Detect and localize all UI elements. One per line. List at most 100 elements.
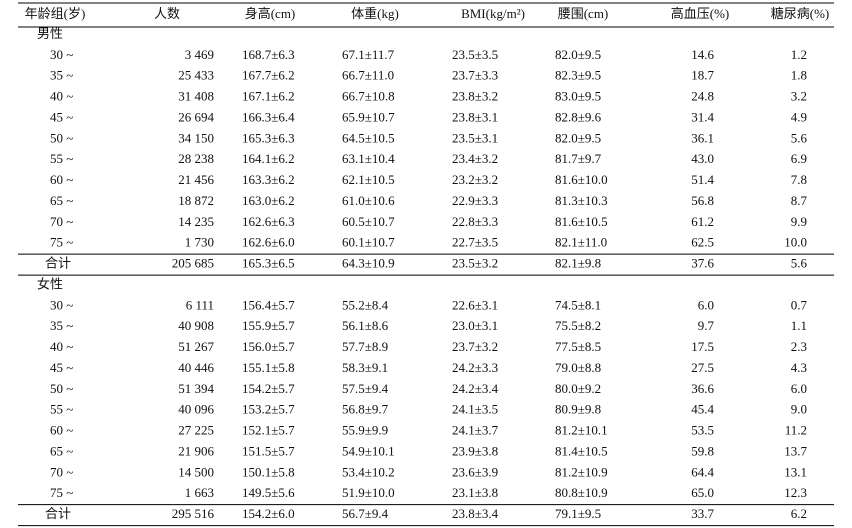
total-cell: 合计: [45, 256, 71, 271]
table-cell: 82.8±9.6: [555, 109, 602, 124]
table-cell: 28 238: [178, 151, 214, 166]
table-cell: 62.1±10.5: [342, 172, 395, 187]
table-cell: 14 235: [178, 214, 214, 229]
table-cell: 82.3±9.5: [555, 68, 601, 83]
table-cell: 17.5: [691, 339, 714, 354]
table-cell: 18.7: [691, 68, 714, 83]
table-cell: 83.0±9.5: [555, 89, 601, 104]
table-cell: 9.0: [791, 402, 807, 417]
table-cell: 23.5±3.5: [452, 47, 498, 62]
table-cell: 23.7±3.2: [452, 339, 498, 354]
total-cell: 79.1±9.5: [555, 506, 601, 521]
header-cell: 腰围(cm): [558, 6, 609, 21]
table-cell: 79.0±8.8: [555, 360, 601, 375]
table-cell: 36.6: [691, 381, 714, 396]
table-cell: 12.3: [784, 485, 807, 500]
table-cell: 0.7: [791, 297, 808, 312]
table-cell: 50 ~: [50, 130, 73, 145]
table-cell: 75.5±8.2: [555, 318, 601, 333]
table-cell: 21 906: [178, 443, 214, 458]
table-cell: 9.9: [791, 214, 807, 229]
table-cell: 6 111: [186, 297, 214, 312]
table-cell: 56.1±8.6: [342, 318, 389, 333]
table-cell: 61.0±10.6: [342, 193, 395, 208]
table-cell: 57.7±8.9: [342, 339, 388, 354]
total-cell: 23.8±3.4: [452, 506, 499, 521]
table-cell: 167.7±6.2: [242, 68, 295, 83]
total-cell: 64.3±10.9: [342, 256, 395, 271]
table-cell: 1.2: [791, 47, 807, 62]
table-cell: 75 ~: [50, 485, 73, 500]
table-cell: 153.2±5.7: [242, 402, 295, 417]
table-cell: 65 ~: [50, 193, 73, 208]
table-cell: 80.9±9.8: [555, 402, 601, 417]
table-cell: 59.8: [691, 443, 714, 458]
table-cell: 81.6±10.0: [555, 172, 608, 187]
header-cell: BMI(kg/m²): [461, 6, 525, 21]
table-cell: 30 ~: [50, 47, 73, 62]
table-cell: 40 096: [178, 402, 214, 417]
table-cell: 51.9±10.0: [342, 485, 395, 500]
table-cell: 55 ~: [50, 402, 73, 417]
table-cell: 8.7: [791, 193, 808, 208]
table-cell: 35 ~: [50, 318, 73, 333]
table-cell: 62.5: [691, 235, 714, 250]
table-cell: 6.0: [698, 297, 714, 312]
table-cell: 149.5±5.6: [242, 485, 295, 500]
table-cell: 164.1±6.2: [242, 151, 295, 166]
table-cell: 75 ~: [50, 235, 73, 250]
table-cell: 36.1: [691, 130, 714, 145]
table-cell: 35 ~: [50, 68, 73, 83]
total-cell: 165.3±6.5: [242, 256, 295, 271]
table-cell: 53.4±10.2: [342, 464, 395, 479]
table-cell: 24.2±3.3: [452, 360, 498, 375]
table-cell: 80.8±10.9: [555, 485, 608, 500]
table-cell: 81.3±10.3: [555, 193, 608, 208]
table-cell: 155.9±5.7: [242, 318, 295, 333]
table-cell: 57.5±9.4: [342, 381, 389, 396]
table-cell: 7.8: [791, 172, 807, 187]
table-cell: 4.9: [791, 109, 807, 124]
table-cell: 18 872: [178, 193, 214, 208]
total-cell: 37.6: [691, 256, 714, 271]
table-cell: 74.5±8.1: [555, 297, 601, 312]
total-cell: 56.7±9.4: [342, 506, 389, 521]
table-cell: 23.9±3.8: [452, 443, 498, 458]
table-cell: 22.9±3.3: [452, 193, 498, 208]
table-cell: 70 ~: [50, 464, 73, 479]
table-cell: 163.0±6.2: [242, 193, 295, 208]
table-cell: 23.2±3.2: [452, 172, 498, 187]
table-cell: 81.2±10.9: [555, 464, 608, 479]
table-cell: 51 394: [178, 381, 214, 396]
table-cell: 56.8: [691, 193, 714, 208]
table-cell: 82.0±9.5: [555, 47, 601, 62]
table-cell: 25 433: [178, 68, 214, 83]
table-cell: 24.8: [691, 89, 714, 104]
table-cell: 60 ~: [50, 423, 73, 438]
table-cell: 151.5±5.7: [242, 443, 295, 458]
section-label: 男性: [37, 26, 63, 41]
table-cell: 163.3±6.2: [242, 172, 295, 187]
table-cell: 45 ~: [50, 360, 73, 375]
table-cell: 162.6±6.0: [242, 235, 295, 250]
table-cell: 58.3±9.1: [342, 360, 388, 375]
table-cell: 65 ~: [50, 443, 73, 458]
table-cell: 50 ~: [50, 381, 73, 396]
table-cell: 3.2: [791, 89, 807, 104]
table-cell: 61.2: [691, 214, 714, 229]
table-cell: 14 500: [178, 464, 214, 479]
table-cell: 167.1±6.2: [242, 89, 295, 104]
table-cell: 165.3±6.3: [242, 130, 295, 145]
table-cell: 10.0: [784, 235, 807, 250]
table-cell: 3 469: [185, 47, 214, 62]
total-cell: 6.2: [791, 506, 807, 521]
table-cell: 63.1±10.4: [342, 151, 395, 166]
table-cell: 81.2±10.1: [555, 423, 608, 438]
table-cell: 6.0: [791, 381, 807, 396]
table-cell: 1 663: [185, 485, 214, 500]
header-cell: 年龄组(岁): [25, 6, 86, 21]
table-cell: 65.9±10.7: [342, 109, 395, 124]
table-cell: 13.7: [784, 443, 807, 458]
table-cell: 60.5±10.7: [342, 214, 395, 229]
table-cell: 23.5±3.1: [452, 130, 498, 145]
